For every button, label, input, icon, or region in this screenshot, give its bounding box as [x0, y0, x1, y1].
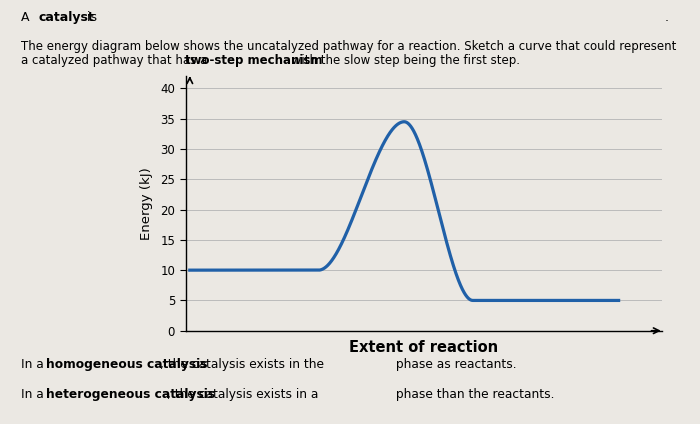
Text: phase as reactants.: phase as reactants. — [392, 358, 517, 371]
Text: phase than the reactants.: phase than the reactants. — [392, 388, 554, 401]
Text: In a: In a — [21, 388, 48, 401]
Text: homogeneous catalysis: homogeneous catalysis — [46, 358, 208, 371]
Text: .: . — [665, 11, 669, 24]
Text: , the catalysis exists in a: , the catalysis exists in a — [167, 388, 322, 401]
Text: is: is — [83, 11, 97, 24]
Text: heterogeneous catalysis: heterogeneous catalysis — [46, 388, 216, 401]
Text: In a: In a — [21, 358, 48, 371]
X-axis label: Extent of reaction: Extent of reaction — [349, 340, 498, 355]
Y-axis label: Energy (kJ): Energy (kJ) — [140, 167, 153, 240]
Text: two-step mechanism: two-step mechanism — [185, 54, 322, 67]
Text: with the slow step being the first step.: with the slow step being the first step. — [288, 54, 520, 67]
Text: A: A — [21, 11, 34, 24]
Text: a catalyzed pathway that has a: a catalyzed pathway that has a — [21, 54, 211, 67]
Text: The energy diagram below shows the uncatalyzed pathway for a reaction. Sketch a : The energy diagram below shows the uncat… — [21, 40, 676, 53]
Text: catalyst: catalyst — [38, 11, 95, 24]
Text: , the catalysis exists in the: , the catalysis exists in the — [160, 358, 328, 371]
